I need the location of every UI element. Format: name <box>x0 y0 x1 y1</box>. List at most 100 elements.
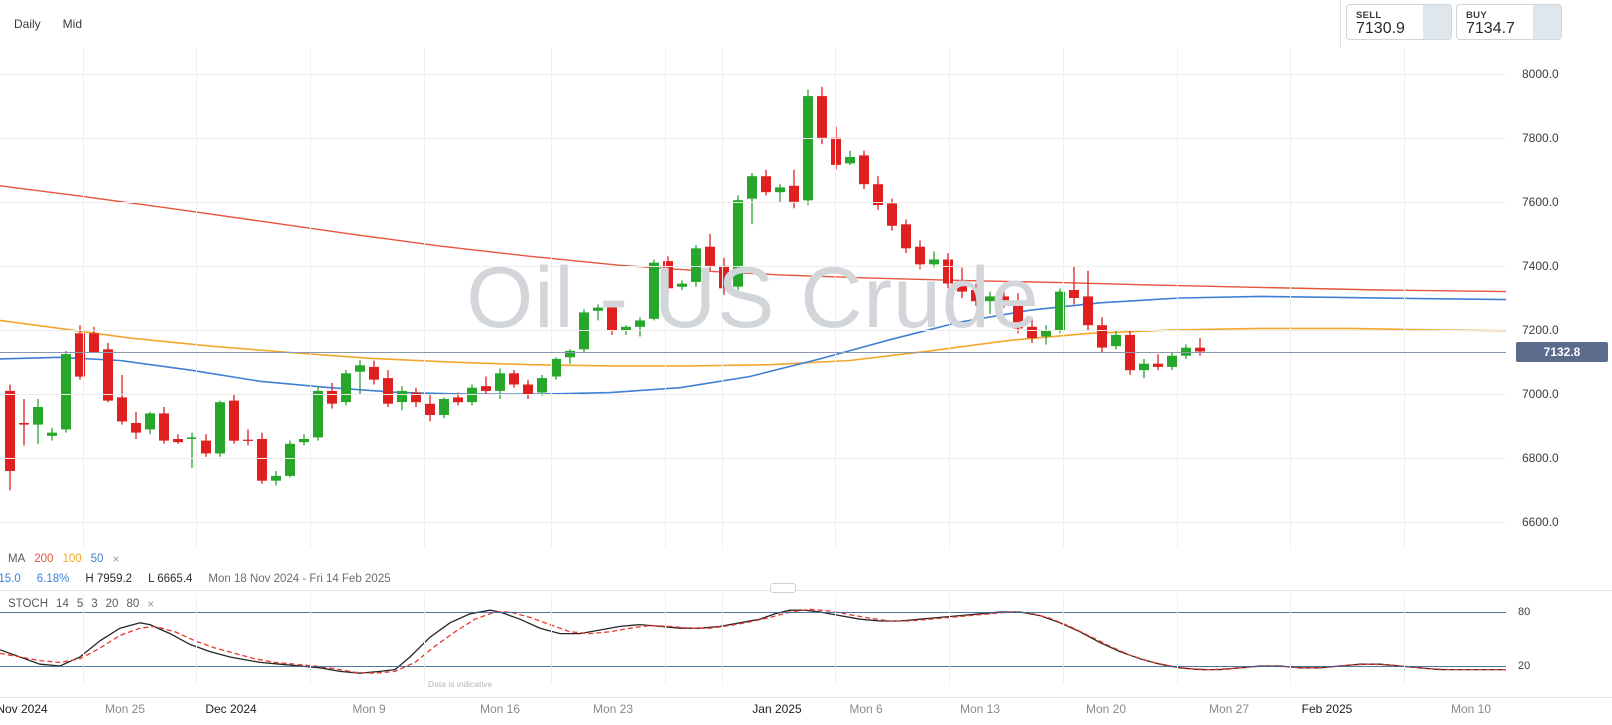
candlestick <box>33 399 43 444</box>
time-axis-tick: Mon 27 <box>1208 702 1250 716</box>
price-level-line <box>0 351 1506 353</box>
stoch-indicator-legend[interactable]: STOCH 14 5 3 20 80 × <box>8 597 154 611</box>
time-axis-tick: Mon 25 <box>104 702 146 716</box>
x-axis-separator <box>0 697 1612 698</box>
stoch-axis: 80 20 <box>1506 594 1612 684</box>
price-gridline <box>0 522 1506 524</box>
ma-period-100[interactable]: 100 <box>62 553 82 565</box>
candlestick <box>439 397 449 419</box>
candlestick <box>383 370 393 407</box>
price-gridline <box>0 265 1506 267</box>
candlestick <box>649 259 659 321</box>
time-axis[interactable]: Nov 2024 Mon 25 Dec 2024 Mon 9 Mon 16 Mon 23 J… <box>0 698 1612 725</box>
stoch-time-gridline <box>1290 594 1291 684</box>
candlestick <box>551 357 561 380</box>
price-gridline <box>0 458 1506 460</box>
candlestick <box>929 251 939 268</box>
time-axis-tick: Mon 16 <box>479 702 521 716</box>
stoch-level-label: 20 <box>1518 660 1531 672</box>
time-gridline <box>835 48 836 548</box>
buy-price: 7134.7 <box>1466 20 1515 37</box>
time-gridline <box>1290 48 1291 548</box>
time-gridline <box>1063 48 1064 548</box>
sell-button[interactable]: SELL 7130.9 <box>1346 4 1452 40</box>
sell-price: 7130.9 <box>1356 20 1405 37</box>
candlestick <box>1041 325 1051 345</box>
candlestick <box>971 283 981 306</box>
price-gridline <box>0 330 1506 332</box>
stoch-param-4[interactable]: 20 <box>105 598 119 610</box>
candlestick <box>369 360 379 385</box>
stoch-time-gridline <box>424 594 425 684</box>
price-axis-tick: 6600.0 <box>1522 515 1559 530</box>
price-gridline <box>0 137 1506 139</box>
candlestick <box>705 233 715 271</box>
time-axis-tick: Mon 20 <box>1085 702 1127 716</box>
price-chart-pane[interactable]: Oil - US Crude <box>0 48 1506 548</box>
pane-resize-grip[interactable] <box>770 583 796 593</box>
ma-period-200[interactable]: 200 <box>34 553 54 565</box>
candlestick <box>173 434 183 444</box>
candlestick <box>243 429 253 446</box>
price-axis[interactable]: 8000.0 7800.0 7600.0 7400.0 7200.0 7000.0 6800… <box>1506 48 1612 548</box>
stochastic-pane[interactable] <box>0 594 1506 684</box>
candlestick <box>313 386 323 441</box>
candlestick <box>229 394 239 444</box>
candlestick <box>1013 293 1023 334</box>
stoch-param-3[interactable]: 3 <box>91 598 98 610</box>
stoch-time-gridline <box>665 594 666 684</box>
ma-indicator-legend[interactable]: MA 200 100 50 × <box>8 552 119 566</box>
stoch-time-gridline <box>310 594 311 684</box>
sell-label: SELL <box>1356 10 1382 21</box>
buy-button[interactable]: BUY 7134.7 <box>1456 4 1562 40</box>
chart-toolbar: Daily Mid SELL 7130.9 BUY 7134.7 <box>0 0 1612 48</box>
price-axis-tick: 7400.0 <box>1522 258 1559 273</box>
candlestick <box>495 368 505 399</box>
stoch-time-gridline <box>835 594 836 684</box>
data-disclaimer: Data is indicative <box>428 679 493 689</box>
stoch-time-gridline <box>551 594 552 684</box>
candlestick <box>859 150 869 189</box>
price-gridline <box>0 201 1506 203</box>
buy-button-stripe <box>1533 5 1561 39</box>
candlestick <box>677 280 687 290</box>
ma-period-50[interactable]: 50 <box>90 553 104 565</box>
ma-legend-name: MA <box>8 553 26 565</box>
time-axis-tick: Mon 10 <box>1450 702 1492 716</box>
stoch-time-gridline <box>1177 594 1178 684</box>
period-low: L 6665.4 <box>148 573 193 585</box>
time-axis-tick: Jan 2025 <box>752 702 802 716</box>
time-gridline <box>949 48 950 548</box>
candlestick <box>5 384 15 491</box>
candlestick <box>957 267 967 298</box>
time-axis-tick: Mon 9 <box>352 702 386 716</box>
candlestick <box>663 256 673 294</box>
candlestick <box>537 374 547 396</box>
candlestick <box>1055 288 1065 334</box>
price-gridline <box>0 394 1506 396</box>
candlestick <box>915 240 925 270</box>
ohlc-summary: 415.0 6.18% H 7959.2 L 6665.4 Mon 18 Nov… <box>0 573 391 585</box>
price-type-selector[interactable]: Mid <box>62 17 83 31</box>
candlestick <box>145 411 155 435</box>
stoch-legend-name: STOCH <box>8 598 49 610</box>
timeframe-selector[interactable]: Daily <box>14 17 41 31</box>
stoch-time-gridline <box>1063 594 1064 684</box>
stoch-param-5[interactable]: 80 <box>126 598 140 610</box>
candlestick <box>1083 270 1093 331</box>
candlestick <box>131 411 141 439</box>
ma-remove-icon[interactable]: × <box>112 552 120 566</box>
candlestick <box>159 407 169 444</box>
stoch-remove-icon[interactable]: × <box>147 597 155 611</box>
sell-button-stripe <box>1423 5 1451 39</box>
stoch-time-gridline <box>196 594 197 684</box>
candlestick <box>411 387 421 407</box>
candlestick <box>1153 354 1163 371</box>
candlestick <box>845 150 855 165</box>
stoch-param-1[interactable]: 14 <box>56 598 69 610</box>
price-axis-tick: 7600.0 <box>1522 194 1559 209</box>
stoch-param-2[interactable]: 5 <box>76 598 84 610</box>
candlestick <box>607 302 617 335</box>
time-gridline <box>665 48 666 548</box>
candlestick <box>355 360 365 395</box>
